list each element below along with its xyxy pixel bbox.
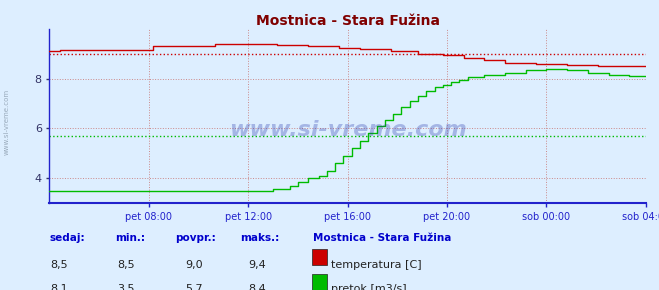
Text: min.:: min.: <box>115 233 146 243</box>
Text: 8,5: 8,5 <box>117 260 134 269</box>
Text: 8,4: 8,4 <box>248 284 266 290</box>
Text: pretok [m3/s]: pretok [m3/s] <box>331 284 407 290</box>
Title: Mostnica - Stara Fužina: Mostnica - Stara Fužina <box>256 14 440 28</box>
Text: Mostnica - Stara Fužina: Mostnica - Stara Fužina <box>313 233 451 243</box>
Text: 5,7: 5,7 <box>186 284 203 290</box>
Text: temperatura [C]: temperatura [C] <box>331 260 422 269</box>
Text: maks.:: maks.: <box>241 233 280 243</box>
Text: www.si-vreme.com: www.si-vreme.com <box>229 120 467 140</box>
Text: 9,0: 9,0 <box>186 260 203 269</box>
Text: povpr.:: povpr.: <box>175 233 215 243</box>
Text: 8,5: 8,5 <box>51 260 68 269</box>
Text: www.si-vreme.com: www.si-vreme.com <box>3 89 10 155</box>
Text: 8,1: 8,1 <box>51 284 68 290</box>
Text: 3,5: 3,5 <box>117 284 134 290</box>
Text: 9,4: 9,4 <box>248 260 266 269</box>
Text: sedaj:: sedaj: <box>49 233 85 243</box>
